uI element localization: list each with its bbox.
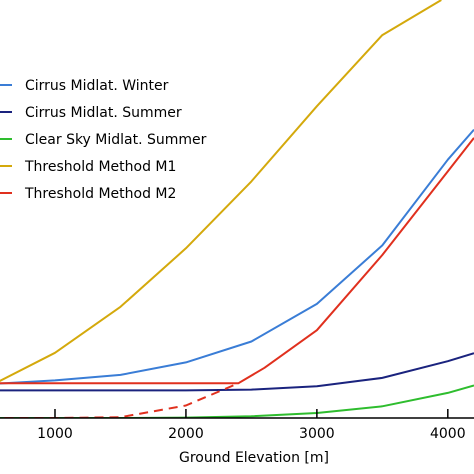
legend-label-cirrus-midlat-winter: Cirrus Midlat. Winter <box>25 78 169 94</box>
x-axis: 1000 2000 3000 4000 <box>0 409 474 442</box>
series-line-clear-sky-midlat-summer <box>0 384 474 418</box>
x-tick-label-1000: 1000 <box>37 426 73 442</box>
series-line-cirrus-midlat-summer <box>0 352 474 392</box>
series-line-dashed-segment-5 <box>0 382 239 418</box>
x-tick-label-4000: 4000 <box>430 426 466 442</box>
legend: Cirrus Midlat. Winter Cirrus Midlat. Summ… <box>0 78 207 202</box>
series-line-threshold-method-m1 <box>0 0 442 382</box>
legend-label-clear-sky-midlat-summer: Clear Sky Midlat. Summer <box>25 132 207 148</box>
legend-label-cirrus-midlat-summer: Cirrus Midlat. Summer <box>25 105 182 121</box>
x-axis-title: Ground Elevation [m] <box>179 450 329 466</box>
series-line-cirrus-midlat-winter <box>0 128 474 385</box>
series-line-threshold-method-m2 <box>0 137 474 385</box>
x-tick-label-3000: 3000 <box>299 426 335 442</box>
plot-area <box>0 0 474 418</box>
legend-label-threshold-method-m2: Threshold Method M2 <box>24 186 176 202</box>
x-tick-label-2000: 2000 <box>168 426 204 442</box>
legend-label-threshold-method-m1: Threshold Method M1 <box>24 159 176 175</box>
